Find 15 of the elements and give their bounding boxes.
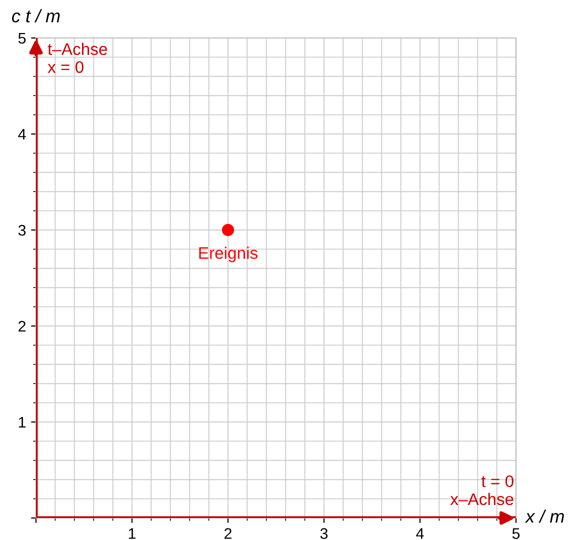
ref-line-label: t = 0 x–Achse	[450, 475, 514, 506]
ref-line-label: t–Achse x = 0	[48, 42, 107, 73]
y-tick-label: 1	[18, 417, 26, 428]
x-axis-title: x / m	[524, 510, 564, 523]
annotation: Ereignis	[199, 246, 258, 262]
y-tick-label: 5	[18, 33, 26, 44]
y-axis-title: c t / m	[12, 9, 60, 22]
x-tick-label: 5	[512, 528, 520, 539]
y-tick-label: 3	[18, 224, 26, 236]
x-tick-label: 1	[128, 528, 136, 539]
x-tick-label: 3	[320, 528, 328, 539]
y-tick-label: 2	[18, 320, 26, 332]
y-tick-label: 4	[18, 129, 26, 140]
x-tick-label: 4	[416, 528, 424, 539]
x-tick-label: 2	[224, 528, 232, 539]
